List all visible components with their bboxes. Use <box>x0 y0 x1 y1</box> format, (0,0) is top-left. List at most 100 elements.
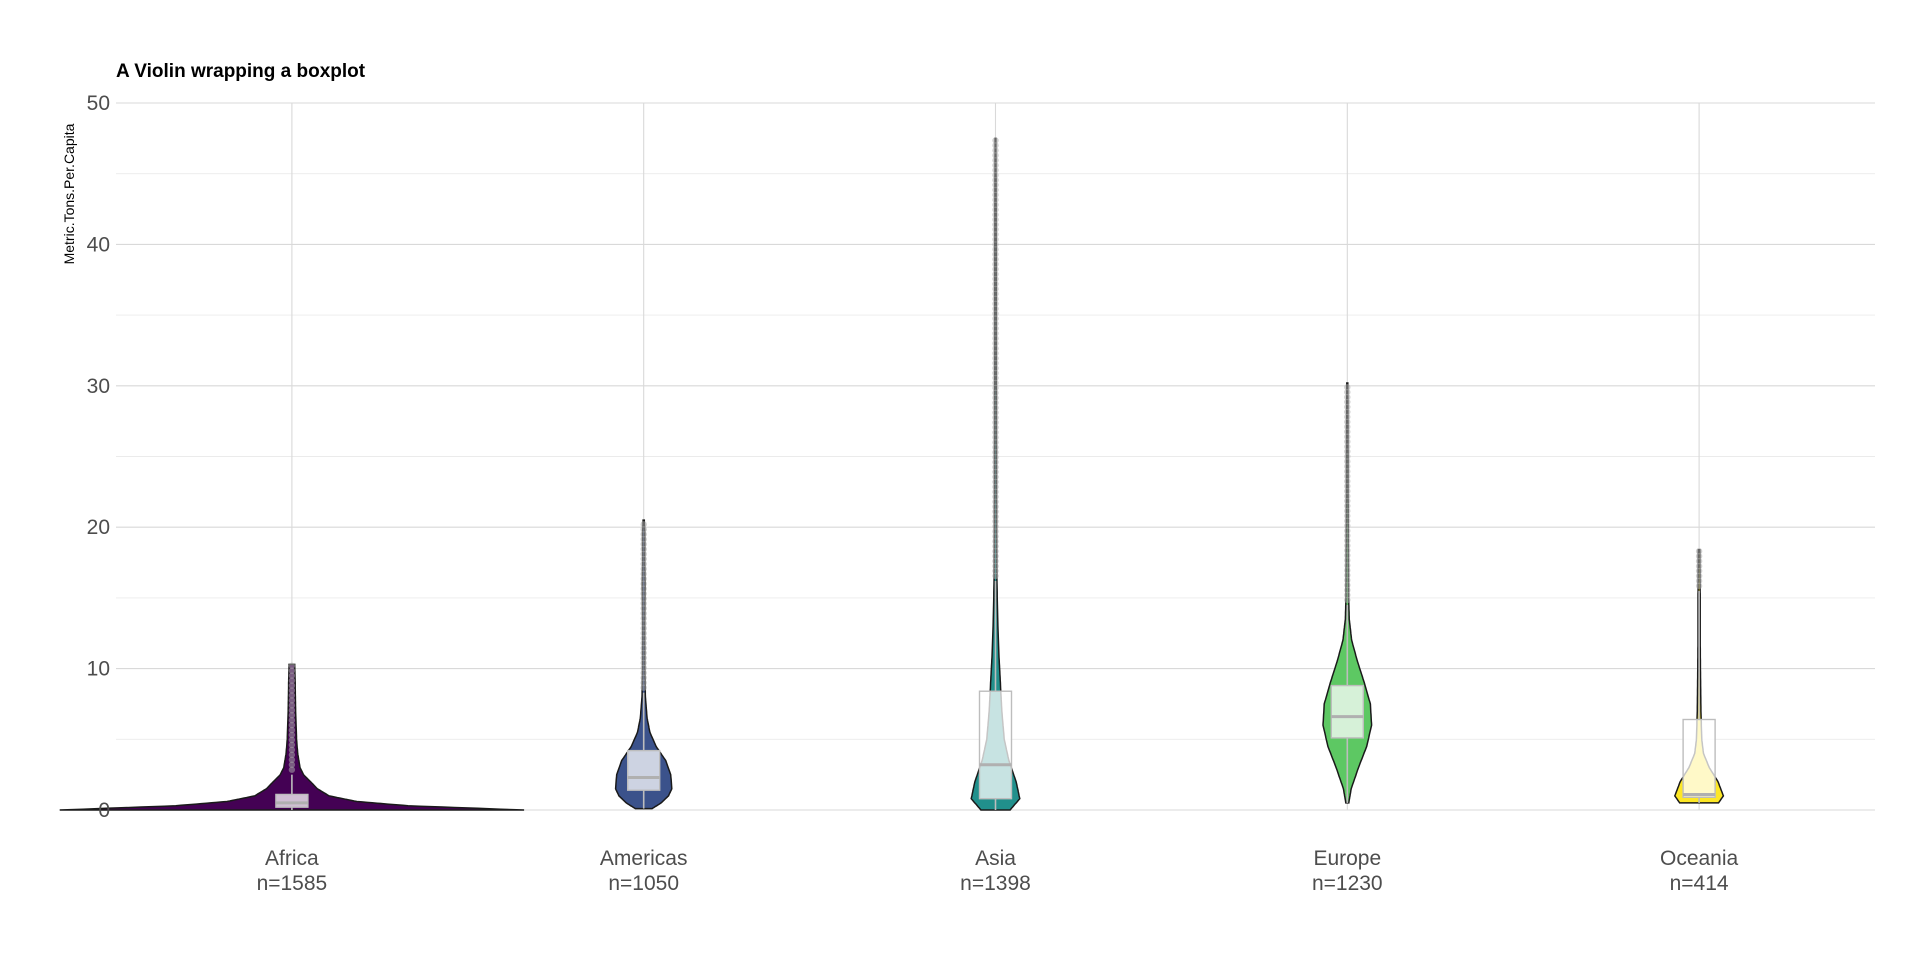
outlier-point <box>992 424 999 431</box>
box-iqr <box>978 690 1013 800</box>
outlier-point <box>1695 577 1703 585</box>
outlier-point <box>992 320 999 327</box>
outlier-point <box>640 659 647 667</box>
outlier-point <box>640 521 647 528</box>
outlier-point <box>992 241 999 248</box>
outlier-point <box>992 454 999 461</box>
outlier-point <box>1344 562 1351 569</box>
outlier-point <box>640 565 647 573</box>
outlier-point <box>288 726 296 734</box>
outlier-point <box>1344 591 1351 599</box>
x-tick-count-label: n=414 <box>1670 872 1729 895</box>
outlier-point <box>288 736 296 744</box>
outlier-point <box>1344 517 1351 525</box>
outlier-point <box>1344 418 1351 426</box>
outlier-point <box>992 265 999 273</box>
outlier-point <box>640 639 647 647</box>
x-tick-count-label: n=1398 <box>960 872 1031 895</box>
outlier-point <box>1344 398 1351 406</box>
outlier-point <box>992 374 999 382</box>
outlier-point <box>992 201 999 209</box>
outlier-point <box>1344 453 1351 460</box>
outlier-point <box>1344 408 1351 416</box>
outlier-point <box>992 538 999 545</box>
outlier-point <box>992 562 999 570</box>
outlier-point <box>992 310 999 317</box>
outlier-point <box>640 590 647 597</box>
y-tick-label: 0 <box>98 799 110 822</box>
outlier-point <box>640 550 647 558</box>
box-iqr <box>1330 684 1365 739</box>
outlier-point <box>992 355 999 362</box>
outlier-point <box>992 364 999 372</box>
outlier-point <box>640 580 647 587</box>
outlier-point <box>992 270 999 278</box>
y-tick-label: 50 <box>87 92 110 115</box>
outlier-point <box>992 162 999 169</box>
outlier-point <box>640 605 647 612</box>
outlier-point <box>1344 492 1351 500</box>
outlier-point <box>992 166 999 174</box>
outlier-point <box>640 536 647 543</box>
y-tick-label: 20 <box>87 516 110 539</box>
outlier-point <box>992 473 999 481</box>
outlier-point <box>1344 448 1351 455</box>
violin-group-oceania <box>1673 548 1725 804</box>
box-iqr <box>275 793 309 808</box>
outlier-point <box>992 359 999 367</box>
outlier-point <box>992 508 999 515</box>
outlier-point <box>992 300 999 307</box>
outlier-point <box>992 191 999 199</box>
outlier-point <box>1344 596 1351 604</box>
outlier-point <box>640 526 647 533</box>
outlier-point <box>992 478 999 486</box>
box-iqr <box>627 749 661 791</box>
outlier-point <box>640 570 647 578</box>
box-iqr <box>1682 718 1716 798</box>
violin-group-africa <box>59 662 525 811</box>
outlier-point <box>288 687 296 694</box>
outlier-point <box>288 717 296 724</box>
outlier-point <box>992 369 999 377</box>
y-tick-label: 30 <box>87 375 110 398</box>
outlier-point <box>992 523 999 530</box>
outlier-point <box>992 260 999 268</box>
outlier-point <box>288 662 296 669</box>
outlier-point <box>992 394 999 402</box>
outlier-point <box>1344 433 1351 440</box>
outlier-point <box>640 540 647 548</box>
x-tick-label: Africa <box>265 847 319 870</box>
x-tick-count-label: n=1585 <box>257 872 328 895</box>
outlier-point <box>992 206 999 213</box>
outlier-point <box>992 196 999 204</box>
outlier-point <box>1344 547 1351 554</box>
outlier-point <box>288 667 296 674</box>
outlier-point <box>1695 562 1703 570</box>
outlier-point <box>1344 577 1351 584</box>
outlier-point <box>640 600 647 607</box>
outlier-point <box>1344 482 1351 490</box>
outlier-point <box>1695 548 1703 555</box>
outlier-point <box>1344 428 1351 435</box>
outlier-point <box>992 528 999 535</box>
y-tick-label: 40 <box>87 233 110 256</box>
outlier-point <box>992 280 999 288</box>
outlier-point <box>992 147 999 154</box>
outlier-point <box>288 707 296 714</box>
outlier-point <box>992 483 999 491</box>
outlier-point <box>640 615 647 622</box>
outlier-point <box>1344 527 1351 534</box>
outlier-point <box>992 572 999 580</box>
outlier-point <box>992 256 999 263</box>
outlier-point <box>992 181 999 189</box>
outlier-point <box>992 488 999 496</box>
outlier-point <box>1344 463 1351 470</box>
outlier-point <box>640 555 647 563</box>
outlier-point <box>992 345 999 352</box>
outlier-point <box>1344 458 1351 465</box>
outlier-point <box>992 463 999 471</box>
outlier-point <box>992 533 999 540</box>
outlier-point <box>1695 567 1703 575</box>
outlier-point <box>992 518 999 525</box>
